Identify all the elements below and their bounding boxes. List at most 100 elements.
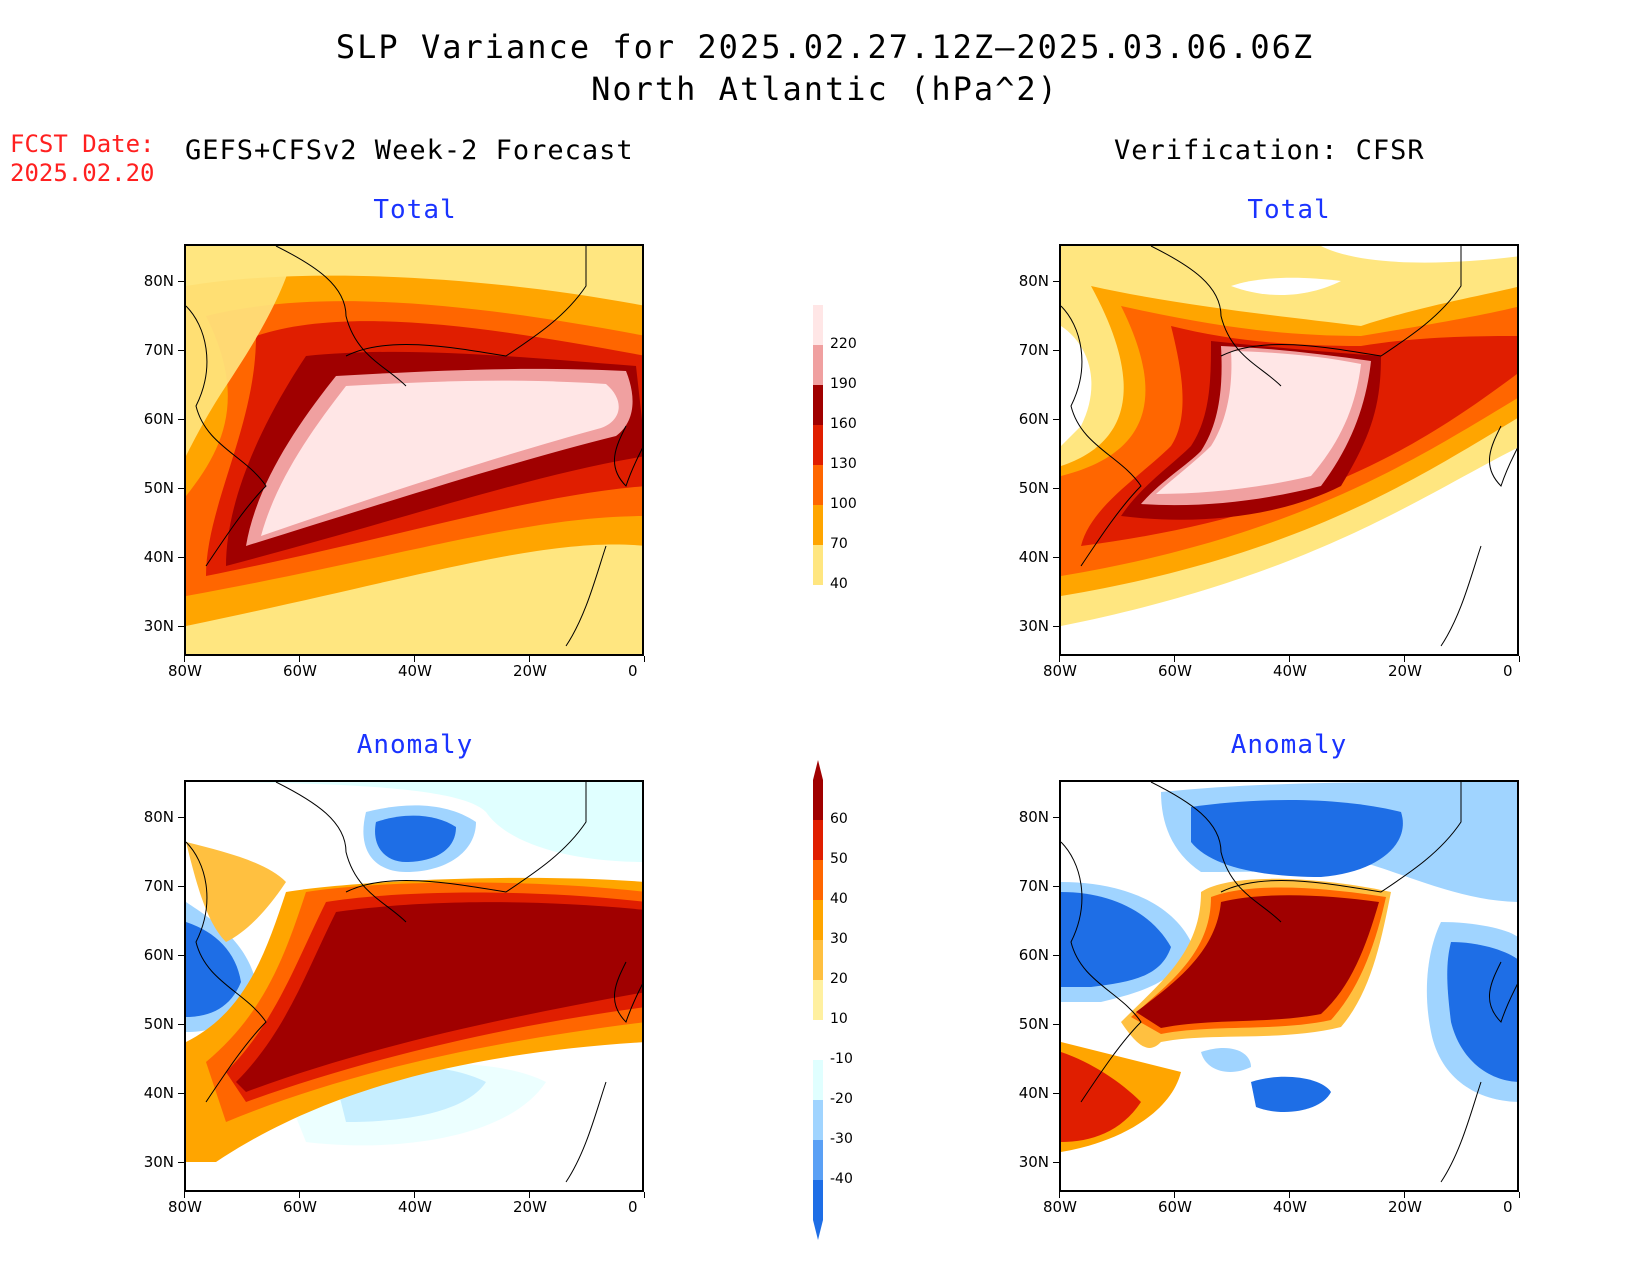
lon-tick-mark xyxy=(1174,656,1175,662)
colorbar-level-label: 130 xyxy=(830,456,857,472)
colorbar-segment xyxy=(813,1100,823,1140)
colorbar-level-label: 20 xyxy=(830,971,848,987)
colorbar-segment xyxy=(813,860,823,900)
colorbar-segment xyxy=(813,305,823,345)
lat-tick-label: 60N xyxy=(143,946,174,964)
colorbar-level-label: 220 xyxy=(830,336,857,352)
colorbar-bottom-arrow xyxy=(813,1220,823,1240)
lon-tick-label: 20W xyxy=(513,662,547,680)
lat-tick-label: 30N xyxy=(1018,617,1049,635)
lon-tick-label: 0 xyxy=(1503,1198,1513,1216)
verification-column-heading: Verification: CFSR xyxy=(1114,135,1425,166)
colorbar-segment xyxy=(813,345,823,385)
lon-tick-mark xyxy=(299,1192,300,1198)
lon-tick-mark xyxy=(644,1192,645,1198)
lat-tick-label: 60N xyxy=(1018,410,1049,428)
lat-tick-label: 80N xyxy=(1018,272,1049,290)
lat-tick-mark xyxy=(1053,419,1059,420)
lon-tick-label: 0 xyxy=(628,662,638,680)
colorbar-level-label: 50 xyxy=(830,851,848,867)
colorbar-level-label: 60 xyxy=(830,811,848,827)
lon-tick-mark xyxy=(1289,1192,1290,1198)
lon-tick-mark xyxy=(184,656,185,662)
verification-total-map xyxy=(1059,244,1519,656)
verification-total-title: Total xyxy=(1247,195,1331,225)
verification-anomaly-map xyxy=(1059,780,1519,1192)
fcst-date: 2025.02.20 xyxy=(10,159,155,187)
lat-tick-mark xyxy=(178,488,184,489)
lon-tick-mark xyxy=(1059,656,1060,662)
lat-tick-mark xyxy=(178,557,184,558)
colorbar-segment xyxy=(813,1060,823,1100)
lat-tick-mark xyxy=(1053,817,1059,818)
lon-tick-mark xyxy=(184,1192,185,1198)
forecast-anomaly-map xyxy=(184,780,644,1192)
colorbar-segment xyxy=(813,820,823,860)
lon-tick-label: 20W xyxy=(513,1198,547,1216)
lat-tick-mark xyxy=(178,886,184,887)
colorbar-segment xyxy=(813,1180,823,1220)
forecast-anomaly-title: Anomaly xyxy=(356,730,474,760)
lon-tick-mark xyxy=(1174,1192,1175,1198)
lon-tick-label: 40W xyxy=(1273,1198,1307,1216)
lat-tick-mark xyxy=(1053,626,1059,627)
lat-tick-label: 40N xyxy=(143,548,174,566)
lon-tick-label: 60W xyxy=(1158,662,1192,680)
colorbar-level-label: 40 xyxy=(830,576,848,592)
colorbar-segment xyxy=(813,940,823,980)
lon-tick-label: 60W xyxy=(283,662,317,680)
colorbar-segment xyxy=(813,1020,823,1060)
colorbar-segment xyxy=(813,505,823,545)
lat-tick-label: 30N xyxy=(143,1153,174,1171)
lat-tick-mark xyxy=(178,817,184,818)
colorbar-bottom-arrow xyxy=(813,585,823,605)
page-subtitle: North Atlantic (hPa^2) xyxy=(591,70,1059,108)
lat-tick-mark xyxy=(1053,1162,1059,1163)
lon-tick-mark xyxy=(1519,656,1520,662)
lat-tick-mark xyxy=(178,626,184,627)
lat-tick-mark xyxy=(178,1024,184,1025)
lat-tick-label: 40N xyxy=(1018,1084,1049,1102)
colorbar-top-arrow xyxy=(813,285,823,305)
lon-tick-label: 80W xyxy=(168,1198,202,1216)
lat-tick-label: 40N xyxy=(1018,548,1049,566)
lon-tick-label: 40W xyxy=(1273,662,1307,680)
forecast-total-map xyxy=(184,244,644,656)
lat-tick-label: 70N xyxy=(143,877,174,895)
colorbar-level-label: 100 xyxy=(830,496,857,512)
lat-tick-label: 40N xyxy=(143,1084,174,1102)
colorbar-level-label: -20 xyxy=(830,1091,853,1107)
colorbar-level-label: 30 xyxy=(830,931,848,947)
lon-tick-label: 20W xyxy=(1388,662,1422,680)
colorbar-segment xyxy=(813,425,823,465)
fcst-label: FCST Date: xyxy=(10,130,155,158)
lon-tick-label: 60W xyxy=(283,1198,317,1216)
lat-tick-mark xyxy=(178,955,184,956)
lon-tick-mark xyxy=(644,656,645,662)
lon-tick-label: 80W xyxy=(1043,1198,1077,1216)
lon-tick-label: 40W xyxy=(398,662,432,680)
lat-tick-mark xyxy=(178,350,184,351)
lon-tick-label: 80W xyxy=(168,662,202,680)
forecast-column-heading: GEFS+CFSv2 Week-2 Forecast xyxy=(185,135,634,166)
lat-tick-label: 60N xyxy=(143,410,174,428)
lon-tick-mark xyxy=(414,656,415,662)
lon-tick-mark xyxy=(1404,656,1405,662)
lat-tick-mark xyxy=(1053,955,1059,956)
lon-tick-mark xyxy=(1404,1192,1405,1198)
lat-tick-mark xyxy=(1053,350,1059,351)
lat-tick-label: 60N xyxy=(1018,946,1049,964)
lon-tick-mark xyxy=(414,1192,415,1198)
lat-tick-label: 70N xyxy=(143,341,174,359)
colorbar-segment xyxy=(813,780,823,820)
lat-tick-mark xyxy=(178,1162,184,1163)
forecast-total-title: Total xyxy=(373,195,457,225)
lat-tick-mark xyxy=(178,1093,184,1094)
lat-tick-mark xyxy=(178,419,184,420)
lat-tick-mark xyxy=(1053,488,1059,489)
colorbar-level-label: 10 xyxy=(830,1011,848,1027)
colorbar-level-label: -40 xyxy=(830,1171,853,1187)
lat-tick-mark xyxy=(1053,1024,1059,1025)
lon-tick-mark xyxy=(529,1192,530,1198)
colorbar-segment xyxy=(813,900,823,940)
